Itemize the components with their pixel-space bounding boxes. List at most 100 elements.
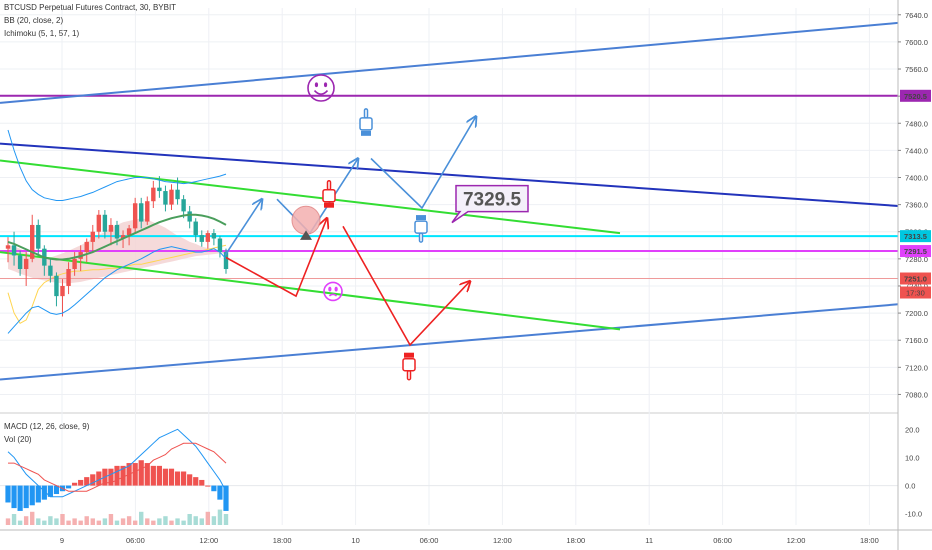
candle-body: [66, 269, 71, 286]
time-tick-label: 18:00: [273, 536, 292, 545]
volume-bar: [205, 511, 211, 525]
volume-bar: [139, 511, 144, 525]
volume-bar: [42, 520, 47, 525]
hand-finger: [406, 369, 412, 381]
face-eye: [328, 286, 332, 292]
volume-bar: [90, 518, 95, 525]
countdown-text: 17:30: [906, 289, 925, 298]
candles: [5, 176, 229, 317]
price-tick-label: 7160.0: [905, 336, 928, 345]
candle-body: [48, 265, 53, 276]
macd-histogram-bar: [84, 477, 90, 486]
candle-body: [102, 214, 108, 232]
macd-histogram-bar: [65, 485, 72, 489]
volume-bar: [145, 518, 150, 525]
volume-bar: [187, 514, 192, 525]
price-label-text: 7291.5: [904, 247, 927, 256]
candle-body: [223, 252, 229, 270]
macd-histogram-bar: [47, 485, 53, 497]
red-path-arrow-2: [342, 225, 470, 347]
macd-histogram-bar: [168, 468, 175, 486]
candle-body: [157, 187, 162, 192]
volume-bar: [217, 509, 223, 525]
price-tick-label: 7200.0: [905, 309, 928, 318]
hand-finger: [418, 232, 424, 243]
time-tick-label: 12:00: [493, 536, 512, 545]
macd-histogram-bar: [144, 463, 150, 486]
face-mouth: [328, 293, 338, 297]
time-tick-label: 06:00: [126, 536, 145, 545]
candle-body: [205, 233, 211, 242]
volume-bar: [114, 520, 120, 525]
macd-histogram-bar: [90, 474, 96, 486]
macd-histogram-bar: [205, 485, 211, 487]
candle-body: [90, 231, 95, 242]
macd-histogram-bar: [72, 482, 78, 486]
macd-tick-label: 0.0: [905, 482, 915, 491]
time-tick-label: 9: [60, 536, 64, 545]
candle-body: [96, 214, 102, 232]
macd-histogram-bar: [17, 485, 23, 511]
hand-palm: [402, 357, 416, 372]
price-label-box: [900, 272, 931, 285]
candle-body: [11, 245, 17, 256]
bb-basis: [7, 213, 227, 261]
price-tick-label: 7280.0: [905, 255, 928, 264]
candle-body: [30, 224, 35, 259]
price-tick-label: 7120.0: [905, 363, 928, 372]
volume-indicator-label: Vol (20): [4, 435, 32, 444]
bb-lower-band: [7, 246, 227, 334]
volume-bar: [48, 516, 53, 525]
time-tick-label: 18:00: [860, 536, 879, 545]
price-callout-box: [451, 184, 529, 224]
highlight-circle: [291, 205, 321, 235]
macd-histogram-bar: [114, 465, 120, 486]
ichimoku-indicator-label: Ichimoku (5, 1, 57, 1): [4, 29, 80, 38]
hand-pointer-up-icon: [322, 179, 336, 208]
macd-histogram-bar: [193, 477, 199, 486]
candle-body: [175, 189, 180, 200]
price-tick-label: 7360.0: [905, 201, 928, 210]
signal-line: [8, 442, 227, 492]
candle-body: [54, 275, 59, 297]
macd-histogram-bar: [78, 479, 84, 486]
volume-bar: [223, 514, 229, 525]
macd-histogram-bar: [120, 465, 126, 486]
volume-bar: [23, 516, 29, 525]
face-eye: [334, 286, 338, 292]
price-label-text: 7520.5: [904, 92, 927, 101]
candle-body: [114, 224, 120, 239]
macd-histogram-bar: [199, 479, 205, 486]
hand-cuff: [404, 352, 414, 358]
candle-body: [108, 224, 114, 232]
candle-body: [60, 285, 65, 297]
price-label-box: [900, 245, 931, 258]
hand-finger: [326, 179, 332, 191]
candle-body: [169, 189, 174, 205]
macd-tick-label: 10.0: [905, 453, 920, 462]
price-tick-label: 7640.0: [905, 11, 928, 20]
face-mouth: [313, 90, 329, 95]
candle-body: [72, 258, 77, 270]
face-outline: [323, 281, 343, 302]
candle-body: [187, 211, 192, 222]
candle-body: [126, 228, 132, 236]
macd-tick-label: 20.0: [905, 425, 920, 434]
volume-bar: [78, 520, 83, 525]
hand-palm: [414, 220, 428, 234]
volume-bar: [151, 520, 156, 525]
macd-histogram-bar: [156, 465, 162, 486]
macd-histogram-bar: [96, 471, 102, 486]
hand-finger: [363, 108, 369, 119]
chart-title: BTCUSD Perpetual Futures Contract, 30, B…: [4, 3, 177, 12]
volume-bar: [11, 514, 17, 525]
smiley-happy-icon: [307, 74, 335, 102]
volume-bar: [96, 520, 102, 525]
hand-cuff: [324, 202, 334, 208]
candle-body: [120, 235, 126, 239]
time-tick-label: 12:00: [199, 536, 218, 545]
hand-pointer-up-icon: [359, 108, 373, 136]
